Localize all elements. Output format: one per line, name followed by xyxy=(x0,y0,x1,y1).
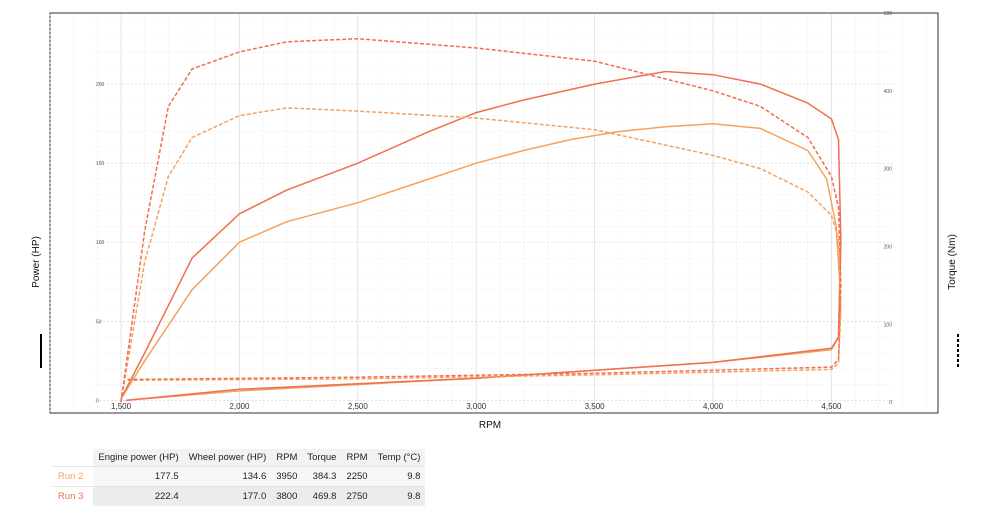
header-engine-power: Engine power (HP) xyxy=(93,449,184,467)
table-row: Run 2 177.5 134.6 3950 384.3 2250 9.8 xyxy=(52,466,426,487)
y-tick-label: 150 xyxy=(96,161,105,167)
wheel-power-value: 177.0 xyxy=(183,486,272,506)
results-table: Engine power (HP) Wheel power (HP) RPM T… xyxy=(52,449,426,506)
series-line-run2-torque xyxy=(120,107,842,403)
left-edge-mark xyxy=(40,334,42,368)
right-edge-mark xyxy=(957,334,959,368)
x-axis-ticks: 1,500 2,000 2,500 3,000 3,500 4,000 4,500 xyxy=(111,402,842,411)
y-tick-label: 100 xyxy=(96,240,105,246)
y2-tick-label: 200 xyxy=(884,244,893,250)
torque-rpm-value: 2250 xyxy=(341,466,373,487)
y-axis-title: Power (HP) xyxy=(31,236,42,288)
y-axis-ticks: 0 50 100 150 200 xyxy=(96,82,105,404)
power-rpm-value: 3950 xyxy=(271,466,303,487)
header-temp: Temp (°C) xyxy=(372,449,426,467)
header-rpm-power: RPM xyxy=(271,449,303,467)
temp-value: 9.8 xyxy=(372,486,426,506)
run-name: Run 2 xyxy=(52,466,94,487)
y2-tick-label: 300 xyxy=(884,167,893,173)
series-line-run3-torque xyxy=(120,37,842,403)
y-tick-label: 50 xyxy=(96,319,102,325)
header-rpm-torque: RPM xyxy=(341,449,373,467)
table-row: Run 3 222.4 177.0 3800 469.8 2750 9.8 xyxy=(52,486,426,506)
plot-frame xyxy=(49,12,939,414)
x-tick-label: 4,500 xyxy=(821,402,842,411)
wheel-power-value: 134.6 xyxy=(183,466,272,487)
y2-tick-label: 500 xyxy=(884,11,893,17)
x-tick-label: 3,000 xyxy=(466,402,487,411)
series-lines xyxy=(120,37,842,403)
y2-tick-label: 0 xyxy=(889,400,892,406)
y-tick-label: 200 xyxy=(96,82,105,88)
dyno-chart: 1,500 2,000 2,500 3,000 3,500 4,000 4,500 0 50 1… xyxy=(31,11,958,431)
x-tick-label: 1,500 xyxy=(111,402,132,411)
y2-axis-ticks: 0 100 200 300 400 500 xyxy=(884,11,893,406)
y-tick-label: 0 xyxy=(96,398,99,404)
results-header-row: Engine power (HP) Wheel power (HP) RPM T… xyxy=(52,449,426,467)
x-tick-label: 2,500 xyxy=(348,402,369,411)
torque-value: 469.8 xyxy=(302,486,342,506)
engine-power-value: 222.4 xyxy=(93,486,184,506)
y2-tick-label: 100 xyxy=(884,322,893,328)
series-line-run2-power xyxy=(120,122,841,402)
x-axis-title: RPM xyxy=(479,420,501,431)
power-rpm-value: 3800 xyxy=(271,486,303,506)
header-wheel-power: Wheel power (HP) xyxy=(183,449,272,467)
torque-rpm-value: 2750 xyxy=(341,486,373,506)
engine-power-value: 177.5 xyxy=(93,466,184,487)
grid-lines xyxy=(49,14,927,412)
results-corner-cell xyxy=(52,449,94,467)
series-line-run3-power xyxy=(120,70,842,402)
y2-axis-title: Torque (Nm) xyxy=(947,234,958,290)
x-tick-label: 3,500 xyxy=(585,402,606,411)
x-tick-label: 2,000 xyxy=(229,402,250,411)
x-tick-label: 4,000 xyxy=(703,402,724,411)
temp-value: 9.8 xyxy=(372,466,426,487)
torque-value: 384.3 xyxy=(302,466,342,487)
header-torque: Torque xyxy=(302,449,342,467)
y2-tick-label: 400 xyxy=(884,89,893,95)
run-name: Run 3 xyxy=(52,486,94,506)
